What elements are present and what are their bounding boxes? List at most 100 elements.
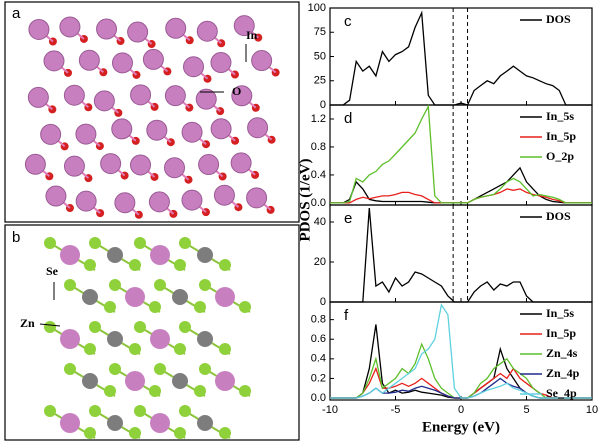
- se-atom: [149, 301, 161, 313]
- in-atom: [63, 155, 85, 177]
- se-atom: [129, 259, 141, 271]
- in-atom: [210, 118, 232, 140]
- in-atom: [45, 185, 67, 207]
- y-tick-label: 75: [314, 26, 326, 38]
- legend-label: DOS: [546, 209, 571, 223]
- se-atom: [134, 321, 146, 333]
- legend-label: In_5s: [546, 306, 574, 320]
- zn-atom: [197, 415, 213, 431]
- panel-label: e: [344, 210, 352, 227]
- in-atom: [75, 123, 97, 145]
- se-atom: [64, 363, 76, 375]
- in-atom: [78, 49, 100, 71]
- y-tick-label: 0.0: [311, 197, 326, 209]
- in-atom: [111, 118, 133, 140]
- se-atom: [179, 405, 191, 417]
- se-atom: [199, 363, 211, 375]
- y-tick-label: 0.8: [311, 314, 326, 326]
- se-atom: [219, 259, 231, 271]
- structure-b: [44, 237, 251, 439]
- panel-label: a: [12, 5, 21, 22]
- legend-label: DOS: [546, 12, 571, 26]
- in-atom: [164, 85, 186, 107]
- legend-label: O_2p: [546, 149, 574, 163]
- series-line: [330, 104, 592, 204]
- se-atom: [44, 237, 56, 249]
- in-atom: [43, 50, 65, 72]
- in-atom: [215, 371, 235, 391]
- in-atom: [127, 21, 149, 43]
- x-tick-label: 0: [458, 404, 464, 416]
- in-atom: [63, 84, 85, 106]
- legend-label: Se_4p: [546, 386, 577, 400]
- se-atom: [219, 343, 231, 355]
- series-line: [330, 188, 592, 204]
- se-atom: [174, 343, 186, 355]
- atom-label: O: [232, 84, 241, 98]
- in-atom: [100, 153, 122, 175]
- in-atom: [210, 52, 232, 74]
- se-atom: [194, 385, 206, 397]
- zn-atom: [107, 247, 123, 263]
- y-tick-label: 1.2: [311, 113, 326, 125]
- in-atom: [59, 16, 81, 38]
- in-atom: [28, 18, 50, 40]
- se-atom: [44, 405, 56, 417]
- panel-label: c: [344, 13, 352, 30]
- panel-label: d: [344, 110, 352, 127]
- in-atom: [75, 190, 97, 212]
- legend-label: In_5p: [546, 129, 576, 143]
- zn-atom: [107, 415, 123, 431]
- in-atom: [40, 123, 62, 145]
- y-tick-label: 50: [314, 50, 326, 62]
- se-atom: [199, 279, 211, 291]
- y-tick-label: 0.6: [311, 333, 326, 345]
- se-atom: [84, 259, 96, 271]
- y-tick-label: 100: [308, 2, 326, 14]
- in-atom: [114, 192, 136, 214]
- se-atom: [109, 279, 121, 291]
- se-atom: [154, 363, 166, 375]
- x-tick-label: 5: [523, 404, 529, 416]
- in-atom: [165, 17, 187, 39]
- y-axis-label: PDOS (1/eV): [297, 159, 313, 242]
- in-atom: [24, 153, 46, 175]
- in-atom: [96, 18, 118, 40]
- legend-label: Zn_4p: [546, 366, 580, 380]
- in-atom: [251, 50, 273, 72]
- legend-label: In_5p: [546, 326, 576, 340]
- y-tick-label: 40: [314, 216, 326, 228]
- in-atom: [60, 329, 80, 349]
- se-atom: [134, 405, 146, 417]
- se-atom: [174, 259, 186, 271]
- se-atom: [109, 363, 121, 375]
- se-atom: [89, 321, 101, 333]
- legend-label: In_5s: [546, 109, 574, 123]
- zn-atom: [82, 289, 98, 305]
- in-atom: [27, 86, 49, 108]
- y-tick-label: 20: [314, 256, 326, 268]
- in-atom: [247, 117, 269, 139]
- y-tick-label: 0.4: [311, 169, 326, 181]
- se-atom: [89, 405, 101, 417]
- zn-atom: [82, 373, 98, 389]
- zn-atom: [172, 289, 188, 305]
- atom-label: In: [246, 28, 258, 42]
- x-axis-label: Energy (eV): [422, 419, 500, 435]
- atom-label: Se: [46, 264, 59, 278]
- in-atom: [93, 90, 115, 112]
- in-atom: [198, 154, 220, 176]
- in-atom: [195, 88, 217, 110]
- se-atom: [174, 427, 186, 439]
- se-atom: [194, 301, 206, 313]
- structure-a: [24, 15, 280, 219]
- zn-atom: [107, 331, 123, 347]
- arrow: [39, 323, 61, 327]
- se-atom: [219, 427, 231, 439]
- atom-label: Zn: [20, 316, 35, 330]
- se-atom: [104, 301, 116, 313]
- panel-label: f: [344, 307, 349, 324]
- in-atom: [230, 152, 252, 174]
- in-atom: [164, 157, 186, 179]
